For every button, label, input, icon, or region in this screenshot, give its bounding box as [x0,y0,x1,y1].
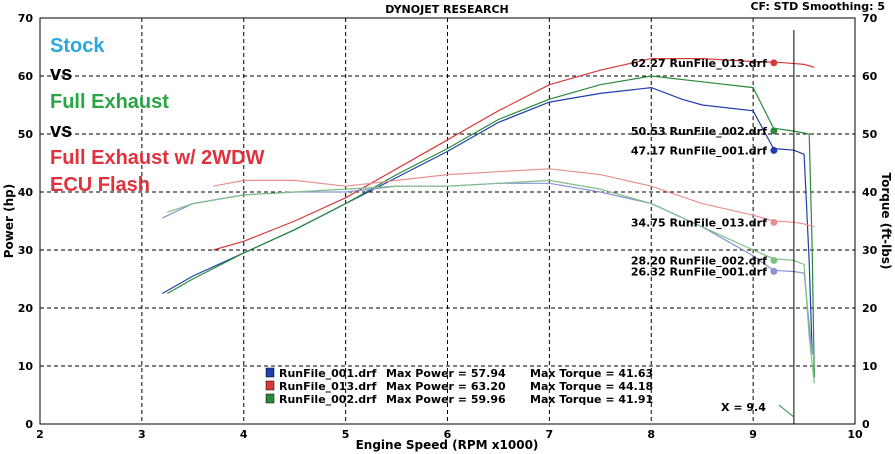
chart-title: DYNOJET RESEARCH [385,3,508,16]
series-end-label: 47.17 RunFile_001.drf [631,144,767,157]
y-tick-label-left: 70 [18,12,34,25]
legend-swatch [265,367,275,378]
legend-max-power: Max Power = 63.20 [386,380,506,393]
legend-max-torque: Max Torque = 41.91 [530,393,653,406]
y-tick-label-right: 30 [862,244,878,257]
annotation-line: Full Exhaust w/ 2WDW [50,147,265,169]
y-tick-label-left: 40 [18,186,34,199]
series-marker [770,256,778,264]
series-end-label: 28.20 RunFile_002.drf [631,254,767,267]
annotation-line: Full Exhaust [50,91,169,113]
annotation-line: vs [50,63,72,85]
y-tick-label-left: 50 [18,128,34,141]
series-end-labels: 47.17 RunFile_001.drf 62.27 RunFile_013.d… [631,57,778,278]
legend-file: RunFile_002.drf [279,393,377,406]
x-tick-label: 7 [546,428,554,441]
series-marker [770,146,778,154]
x-tick-label: 3 [138,428,146,441]
y-tick-label-left: 20 [18,302,34,315]
y-tick-label-right: 0 [862,418,870,431]
y-tick-label-right: 70 [862,12,878,25]
legend-swatch [265,393,275,404]
series-marker [770,127,778,135]
y-tick-label-left: 10 [18,360,34,373]
legend-max-power: Max Power = 57.94 [386,367,506,380]
y-tick-label-right: 40 [862,186,878,199]
x-tick-label: 10 [847,428,863,441]
series-line-torque-2 [213,168,815,228]
annotation-line: Stock [50,35,105,57]
legend-file: RunFile_013.drf [279,380,377,393]
y-tick-label-right: 50 [862,128,878,141]
legend-file: RunFile_001.drf [279,367,377,380]
cursor-trace [778,404,795,418]
x-tick-label: 8 [647,428,655,441]
legend-max-power: Max Power = 59.96 [386,393,506,406]
series-end-label: 34.75 RunFile_013.drf [631,216,767,229]
y-tick-label-right: 20 [862,302,878,315]
y-tick-label-left: 0 [25,418,33,431]
y-tick-label-left: 30 [18,244,34,257]
series-end-label: 50.53 RunFile_002.drf [631,125,767,138]
series-end-label: 62.27 RunFile_013.drf [631,57,767,70]
x-tick-label: 4 [240,428,248,441]
x-axis-label: Engine Speed (RPM x1000) [356,438,539,452]
right-axis-label: Torque (ft-lbs) [879,173,893,270]
legend-swatch [265,380,275,391]
comparison-annotations: Stock vs Full Exhaust vs Full Exhaust w/ 2WD… [50,35,265,196]
y-tick-label-right: 10 [862,360,878,373]
x-tick-label: 2 [36,428,44,441]
annotation-line: vs [50,120,72,142]
cursor-readout: X = 9.4 [721,401,766,414]
y-tick-label-left: 60 [18,70,34,83]
series-marker [770,267,778,275]
left-axis-label: Power (hp) [2,184,16,258]
grid [40,18,855,424]
annotation-line: ECU Flash [50,174,150,196]
legend: RunFile_001.drf Max Power = 57.94 Max Torq… [265,367,653,406]
legend-max-torque: Max Torque = 44.18 [530,380,653,393]
y-tick-label-right: 60 [862,70,878,83]
series-line-power-3 [167,75,815,378]
series-marker [770,59,778,67]
x-tick-label: 5 [342,428,350,441]
x-tick-label: 6 [444,428,452,441]
series-marker [770,218,778,226]
legend-max-torque: Max Torque = 41.63 [530,367,653,380]
chart-settings: CF: STD Smoothing: 5 [750,0,885,13]
series-line-torque-3 [167,179,815,384]
x-tick-label: 9 [749,428,757,441]
series-end-label: 26.32 RunFile_001.drf [631,265,767,278]
